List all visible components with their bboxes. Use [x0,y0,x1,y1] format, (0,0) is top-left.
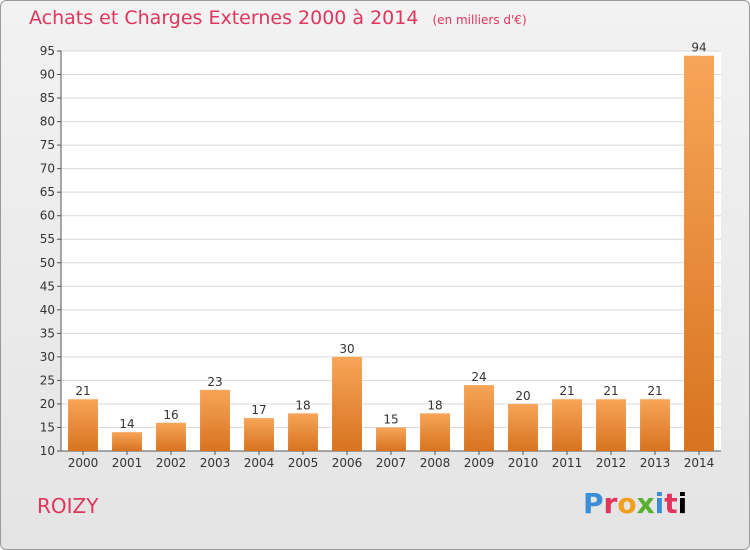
value-label-2013: 21 [647,384,662,398]
y-tick-label: 55 [40,232,55,246]
x-tick-label-2007: 2007 [376,456,407,470]
chart-unit: (en milliers d'€) [432,13,527,27]
brand-logo-letter: t [664,487,678,520]
value-label-2011: 21 [559,384,574,398]
x-tick-label-2014: 2014 [684,456,715,470]
y-tick-label: 10 [40,444,55,458]
chart-title-text: Achats et Charges Externes 2000 à 2014 [29,7,419,29]
y-tick-label: 70 [40,162,55,176]
brand-logo-letter: r [603,487,618,520]
bar-2001 [112,432,142,451]
x-tick-label-2011: 2011 [552,456,583,470]
y-tick-label: 45 [40,279,55,293]
value-label-2002: 16 [163,408,178,422]
bar-2010 [508,403,538,451]
bar-2005 [288,413,318,451]
value-label-2003: 23 [207,375,222,389]
x-tick-label-2009: 2009 [464,456,495,470]
value-label-2000: 21 [75,384,90,398]
y-tick-label: 75 [40,138,55,152]
brand-logo-letter: x [636,487,655,520]
bar-2011 [552,399,582,451]
value-label-2008: 18 [427,398,442,412]
bar-2008 [420,413,450,451]
x-tick-label-2002: 2002 [156,456,187,470]
y-tick-label: 85 [40,91,55,105]
value-label-2014: 94 [691,41,706,55]
x-tick-label-2005: 2005 [288,456,319,470]
y-tick-label: 25 [40,373,55,387]
brand-logo-letter: o [617,487,637,520]
chart-title: Achats et Charges Externes 2000 à 2014 (… [29,7,527,29]
y-tick-label: 20 [40,397,55,411]
y-tick-label: 15 [40,420,55,434]
x-tick-label-2000: 2000 [68,456,99,470]
bar-2000 [68,399,98,451]
y-tick-label: 40 [40,303,55,317]
bar-2002 [156,422,186,451]
x-tick-label-2003: 2003 [200,456,231,470]
y-tick-label: 50 [40,256,55,270]
place-name: ROIZY [37,494,99,518]
brand-logo-letter: i [654,487,665,520]
bar-2014 [684,55,714,452]
bar-2007 [376,427,406,451]
value-label-2010: 20 [515,389,530,403]
y-tick-label: 90 [40,68,55,82]
bar-2003 [200,389,230,451]
bar-2013 [640,399,670,451]
value-label-2004: 17 [251,403,266,417]
y-tick-label: 30 [40,350,55,364]
bar-2004 [244,418,274,451]
bar-2009 [464,385,494,451]
brand-logo: Proxiti [583,487,687,520]
brand-logo-letter: i [677,487,688,520]
plot-area [61,51,721,451]
bar-2012 [596,399,626,451]
y-tick-label: 95 [40,44,55,58]
value-label-2007: 15 [383,412,398,426]
bar-2006 [332,356,362,451]
y-tick-label: 65 [40,185,55,199]
x-tick-label-2010: 2010 [508,456,539,470]
y-tick-label: 80 [40,115,55,129]
x-tick-label-2006: 2006 [332,456,363,470]
value-label-2009: 24 [471,370,486,384]
value-label-2012: 21 [603,384,618,398]
brand-logo-letter: P [583,487,604,520]
value-label-2005: 18 [295,398,310,412]
value-label-2006: 30 [339,342,354,356]
x-tick-label-2001: 2001 [112,456,143,470]
x-tick-label-2004: 2004 [244,456,275,470]
value-label-2001: 14 [119,417,134,431]
x-tick-label-2008: 2008 [420,456,451,470]
x-tick-label-2012: 2012 [596,456,627,470]
y-tick-label: 60 [40,209,55,223]
y-tick-label: 35 [40,326,55,340]
x-tick-label-2013: 2013 [640,456,671,470]
